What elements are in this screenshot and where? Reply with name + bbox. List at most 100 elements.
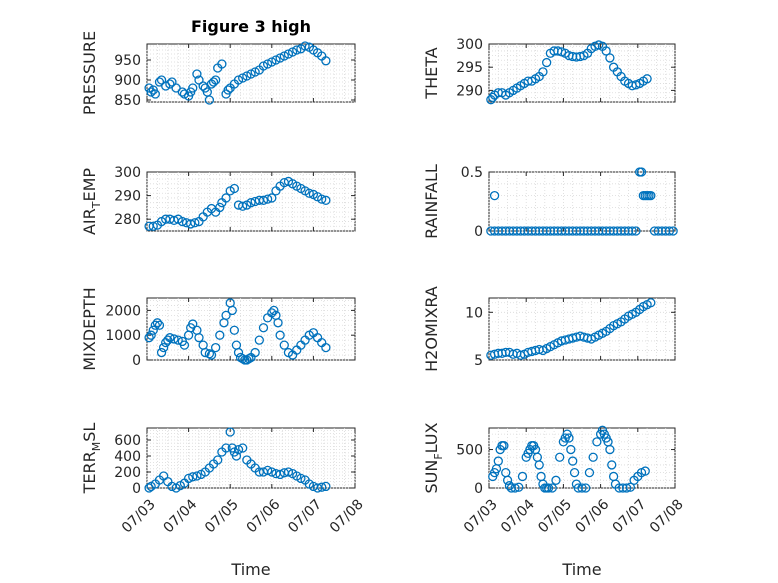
data-point — [551, 475, 561, 485]
y-axis-label-tail: EMP — [80, 168, 99, 202]
data-point — [575, 51, 585, 62]
data-point — [192, 69, 202, 79]
data-point — [534, 460, 544, 470]
data-point — [210, 342, 221, 353]
data-point — [300, 41, 310, 51]
subplot-theta: 290 295 300 THETA — [422, 37, 676, 105]
y-tick-label: 5 — [474, 353, 483, 369]
data-point — [183, 473, 194, 484]
series-markers — [486, 298, 656, 360]
y-tick-label: 300 — [456, 37, 483, 53]
x-tick-label: 07/03 — [461, 496, 501, 536]
data-point — [150, 320, 160, 330]
y-tick-label: 1000 — [105, 328, 141, 344]
data-point — [221, 310, 231, 321]
y-axis-label-main: PRESSURE — [80, 31, 99, 115]
data-point — [269, 305, 279, 316]
data-point — [204, 95, 215, 105]
y-axis-label-main: TERR — [80, 451, 99, 494]
series-markers — [488, 425, 650, 493]
data-point — [233, 444, 244, 455]
subplot-air_temp: 280 290 300 AIRTEMP — [80, 165, 356, 235]
data-point — [227, 305, 237, 316]
x-tick-label: 07/06 — [244, 496, 284, 536]
y-tick-label: 295 — [456, 60, 483, 76]
data-point — [254, 335, 264, 345]
x-tick-label: 07/05 — [202, 496, 242, 536]
data-point — [229, 325, 240, 335]
data-point — [584, 467, 595, 478]
x-tick-label: 07/08 — [647, 496, 687, 536]
data-point — [566, 444, 576, 455]
y-tick-label: 0 — [132, 353, 141, 369]
data-point — [267, 193, 277, 203]
data-point — [244, 354, 254, 364]
y-axis-label: PRESSURE — [80, 31, 99, 115]
data-point — [221, 443, 231, 453]
data-point — [177, 216, 188, 227]
y-tick-label: 0 — [474, 481, 483, 497]
data-point — [577, 483, 587, 493]
x-axis-label: Time — [561, 560, 601, 579]
x-tick-label: 07/05 — [535, 496, 575, 536]
data-point — [238, 201, 248, 211]
data-point — [217, 59, 227, 69]
data-point — [317, 482, 327, 492]
data-point — [215, 202, 225, 213]
y-axis-label: MIXDEPTH — [80, 287, 99, 370]
data-point — [601, 46, 611, 56]
data-point — [275, 330, 285, 340]
data-point — [504, 481, 515, 491]
y-tick-label: 10 — [465, 305, 483, 321]
data-point — [179, 340, 190, 350]
data-point — [321, 56, 331, 66]
data-point — [144, 333, 154, 343]
data-point — [186, 219, 196, 229]
y-tick-label: 950 — [114, 53, 141, 69]
data-point — [502, 475, 513, 485]
data-point — [188, 319, 198, 329]
subplot-mixdepth: 0 1000 2000 MIXDEPTH — [80, 287, 356, 371]
data-point — [188, 472, 198, 482]
data-point — [493, 456, 503, 466]
x-tick-label: 07/08 — [327, 496, 367, 536]
data-point — [514, 482, 524, 492]
y-tick-label: 850 — [114, 93, 141, 109]
data-point — [296, 473, 306, 484]
data-point — [204, 349, 215, 359]
data-point — [646, 298, 656, 308]
data-point — [258, 195, 269, 205]
y-tick-label: 0 — [474, 224, 483, 240]
axes-frame — [488, 171, 676, 232]
data-point — [190, 218, 200, 228]
data-point — [148, 221, 158, 231]
data-point — [569, 467, 580, 478]
data-point — [279, 340, 289, 350]
data-point — [543, 483, 554, 493]
y-axis-label: SUNFLUX — [422, 422, 445, 493]
data-point — [156, 347, 167, 358]
y-tick-label: 500 — [456, 443, 483, 459]
data-point — [489, 190, 500, 201]
data-point — [221, 193, 231, 203]
data-point — [636, 167, 647, 177]
data-point — [223, 85, 233, 95]
x-tick-label: 07/06 — [572, 496, 612, 536]
data-point — [607, 460, 617, 470]
data-point — [233, 347, 244, 358]
grid — [146, 428, 356, 489]
data-point — [625, 482, 636, 492]
y-axis-label-subscript: M — [90, 442, 103, 452]
y-axis-label-main: THETA — [422, 47, 441, 99]
series-markers — [144, 298, 331, 365]
data-point — [304, 188, 314, 198]
data-point — [321, 195, 331, 205]
data-point — [517, 471, 528, 482]
data-point — [146, 330, 156, 340]
data-point — [538, 67, 548, 77]
y-axis-label-main: AIR — [80, 208, 99, 235]
y-tick-label: 0 — [132, 481, 141, 497]
data-point — [627, 226, 637, 236]
subplot-rainfall: 0 0.5 RAINFALL — [422, 164, 678, 240]
data-point — [642, 74, 652, 84]
